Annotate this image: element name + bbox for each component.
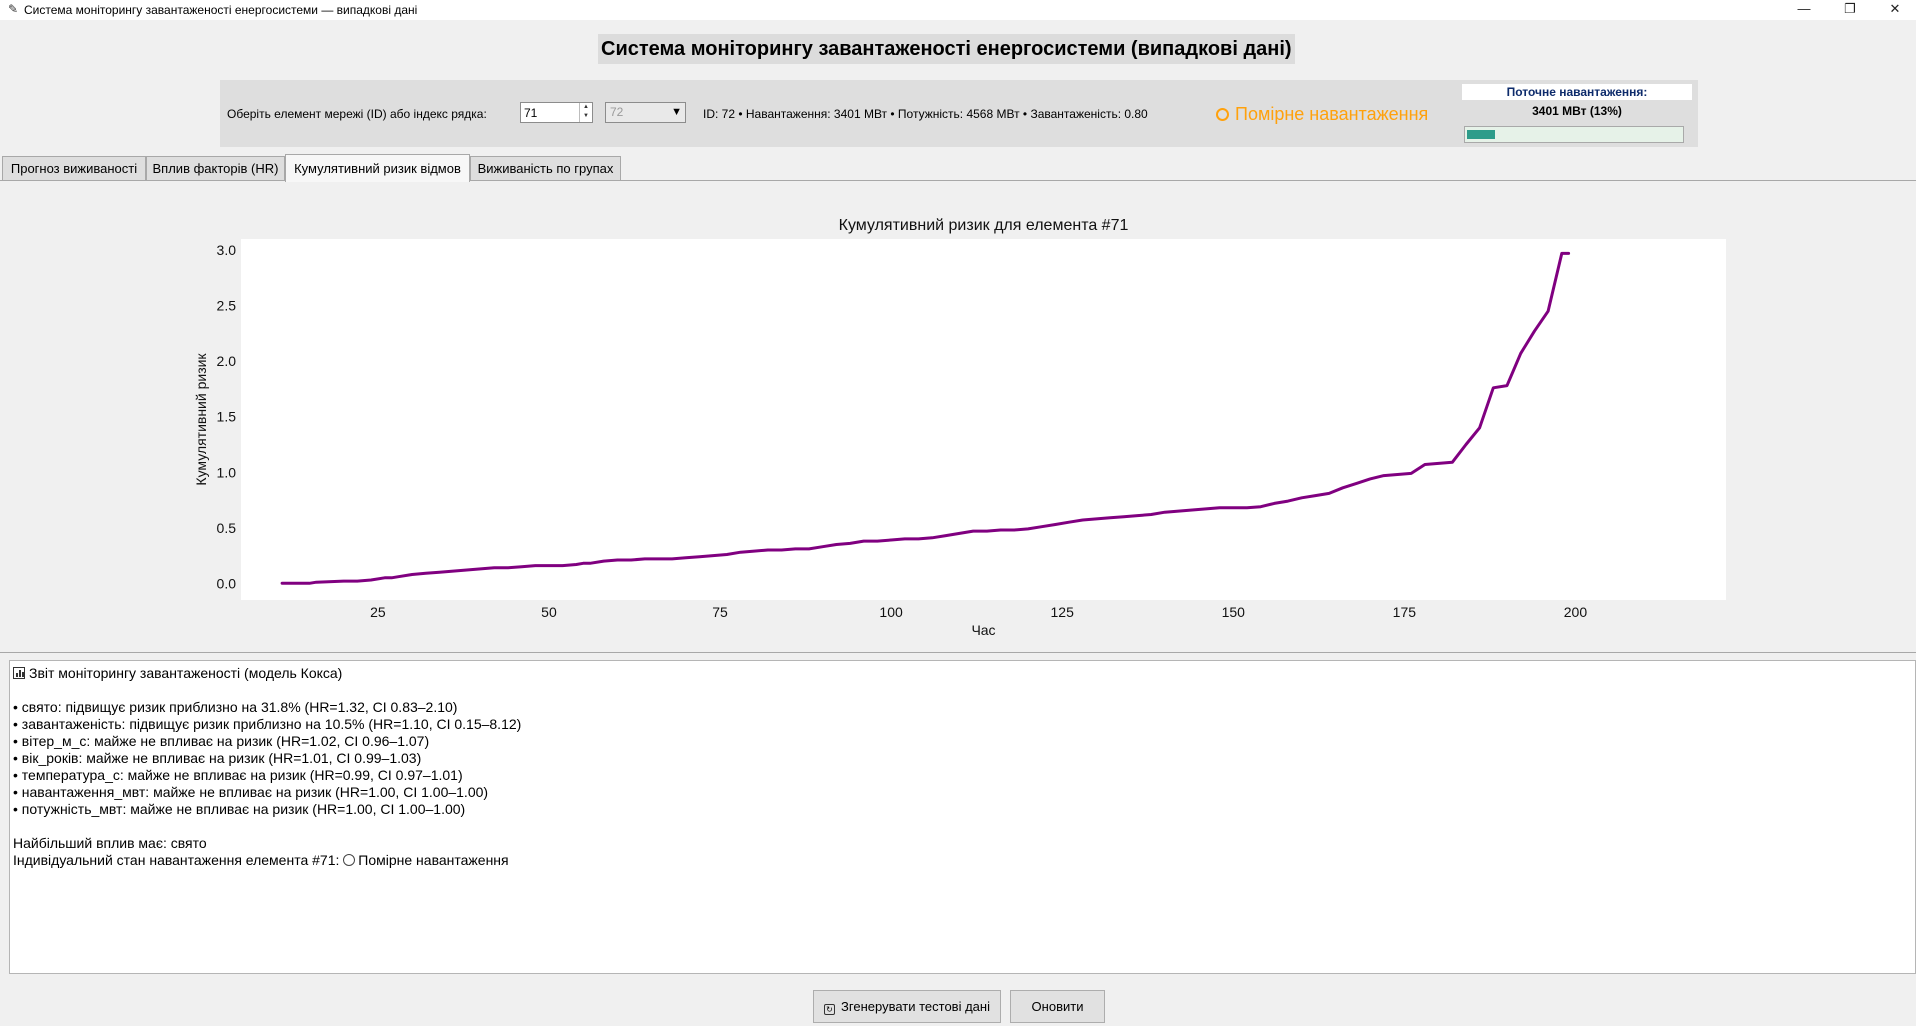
x-tick-label: 150 (1222, 604, 1246, 620)
chart-title: Кумулятивний ризик для елемента #71 (839, 217, 1129, 234)
x-tick-label: 50 (541, 604, 557, 620)
report-title: Звіт моніторингу завантаженості (модель … (29, 665, 343, 681)
y-tick-label: 0.5 (217, 520, 237, 536)
bar-chart-icon (13, 667, 25, 679)
report-individual-status: Помірне навантаження (358, 852, 509, 868)
tab-cumulative-risk[interactable]: Кумулятивний ризик відмов (285, 154, 470, 182)
status-circle-icon (343, 854, 356, 866)
select-label: Оберіть елемент мережі (ID) або індекс р… (227, 107, 487, 121)
refresh-icon: ↻ (824, 1004, 836, 1015)
index-spinbox[interactable]: ▲▼ (520, 102, 593, 123)
cumulative-risk-line (280, 251, 1571, 585)
chart-panel: 25 50 75 100 125 150 175 200 0.0 0.5 1.0 1.5 2.0 2.5 3… (0, 180, 1916, 653)
tab-survival-forecast[interactable]: Прогноз виживаності (2, 156, 146, 181)
x-tick-label: 125 (1051, 604, 1075, 620)
y-tick-label: 1.5 (217, 409, 237, 425)
report-text-area[interactable]: Звіт моніторингу завантаженості (модель … (9, 660, 1916, 974)
y-tick-label: 0.0 (217, 575, 237, 591)
x-tick-label: 200 (1564, 604, 1588, 620)
current-load-panel: Поточне навантаження: 3401 МВт (13%) (1462, 80, 1698, 147)
control-bar: Оберіть елемент мережі (ID) або індекс р… (220, 80, 1698, 147)
tab-bar: Прогноз виживаності Вплив факторів (HR) … (0, 154, 1916, 182)
generate-button-label: Згенерувати тестові дані (841, 999, 990, 1014)
generate-test-data-button[interactable]: ↻ Згенерувати тестові дані (813, 990, 1001, 1023)
minimize-button[interactable]: — (1797, 1, 1811, 16)
report-line: • вік_років: майже не впливає на ризик (… (13, 750, 422, 766)
report-line: • завантаженість: підвищує ризик приблиз… (13, 716, 522, 732)
status-circle-icon (1216, 108, 1229, 121)
index-input[interactable] (521, 103, 585, 122)
x-tick-label: 100 (879, 604, 903, 620)
x-tick-label: 75 (712, 604, 728, 620)
tab-factor-influence[interactable]: Вплив факторів (HR) (146, 156, 285, 181)
cumulative-risk-chart: 25 50 75 100 125 150 175 200 0.0 0.5 1.0 1.5 2.0 2.5 3… (193, 217, 1726, 638)
y-tick-label: 2.5 (217, 298, 237, 314)
window-title: Система моніторингу завантаженості енерг… (24, 3, 418, 17)
combobox-value: 72 (610, 105, 624, 119)
feather-icon: ✎ (7, 2, 19, 16)
x-tick-label: 25 (370, 604, 386, 620)
x-tick-label: 175 (1393, 604, 1417, 620)
spin-arrows-icon[interactable]: ▲ ▼ (579, 103, 592, 122)
plot-background (241, 239, 1726, 600)
x-axis-label: Час (971, 622, 995, 638)
close-button[interactable]: ✕ (1889, 1, 1901, 16)
report-individual-status-line: Індивідуальний стан навантаження елемент… (13, 852, 509, 868)
refresh-button[interactable]: Оновити (1010, 990, 1105, 1023)
report-line: • температура_с: майже не впливає на риз… (13, 767, 463, 783)
report-max-influence: Найбільший вплив має: свято (13, 835, 207, 851)
current-load-title: Поточне навантаження: (1462, 84, 1692, 100)
report-line: • свято: підвищує ризик приблизно на 31.… (13, 699, 458, 715)
report-title-line: Звіт моніторингу завантаженості (модель … (13, 665, 342, 681)
report-line: • вітер_м_с: майже не впливає на ризик (… (13, 733, 430, 749)
y-tick-label: 1.0 (217, 464, 237, 480)
report-line: • потужність_мвт: майже не впливає на ри… (13, 801, 466, 817)
y-axis-label: Кумулятивний ризик (193, 353, 209, 486)
status-indicator: Помірне навантаження (1216, 104, 1428, 125)
y-tick-label: 2.0 (217, 353, 237, 369)
page-title: Система моніторингу завантаженості енерг… (598, 34, 1295, 64)
window-titlebar: ✎ Система моніторингу завантаженості ене… (0, 0, 1916, 20)
report-line: • навантаження_мвт: майже не впливає на … (13, 784, 489, 800)
element-id-combobox[interactable]: 72 ▼ (605, 102, 686, 123)
tab-group-survival[interactable]: Виживаність по групах (470, 156, 621, 181)
chevron-down-icon[interactable]: ▼ (671, 106, 682, 118)
load-progress-bar (1464, 126, 1684, 143)
y-tick-label: 3.0 (217, 242, 237, 258)
maximize-button[interactable]: ❐ (1844, 1, 1856, 16)
report-individual-prefix: Індивідуальний стан навантаження елемент… (13, 852, 340, 868)
current-load-value: 3401 МВт (13%) (1532, 104, 1622, 118)
status-label: Помірне навантаження (1235, 104, 1429, 124)
load-progress-fill (1467, 130, 1495, 139)
element-info: ID: 72 • Навантаження: 3401 МВт • Потужн… (703, 107, 1148, 121)
